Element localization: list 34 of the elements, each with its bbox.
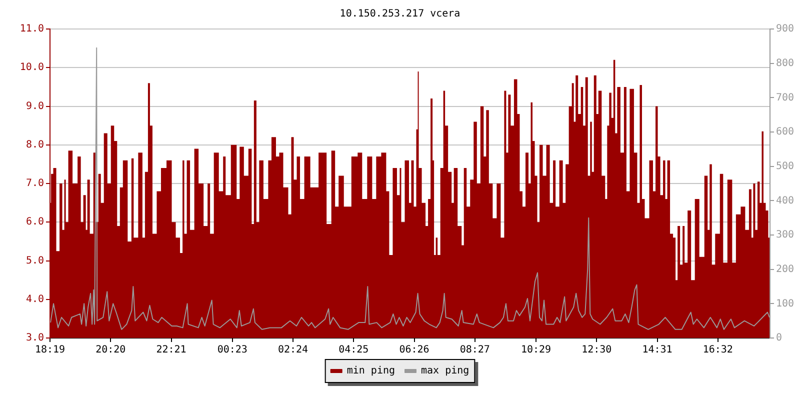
x-tick-label: 12:30 — [582, 344, 612, 356]
y-tick-label: 8.0 — [26, 139, 44, 150]
x-tick-label: 18:19 — [34, 344, 66, 356]
y2-tick-label: 600 — [776, 126, 794, 138]
chart-title: 10.150.253.217 vcera — [340, 8, 460, 20]
y-tick-label: 9.0 — [26, 100, 44, 112]
y-tick-label: 7.0 — [26, 178, 44, 190]
y2-tick-label: 800 — [776, 58, 794, 69]
y2-tick-label: 900 — [776, 24, 794, 35]
legend-label: min ping — [346, 366, 396, 377]
y2-tick-label: 100 — [776, 298, 794, 310]
legend-label: max ping — [421, 366, 470, 377]
y-tick-label: 6.0 — [26, 216, 44, 228]
y2-tick-label: 700 — [776, 92, 794, 104]
x-tick-label: 16:32 — [702, 344, 733, 356]
x-tick-label: 10:29 — [520, 344, 552, 356]
y2-tick-label: 400 — [776, 195, 794, 206]
y2-tick-label: 200 — [776, 264, 794, 275]
x-tick-label: 20:20 — [96, 344, 126, 356]
y-tick-label: 5.0 — [26, 255, 44, 266]
y-tick-label: 11.0 — [20, 24, 44, 35]
y-tick-label: 4.0 — [26, 294, 44, 305]
y-tick-label: 10.0 — [20, 62, 44, 74]
y2-tick-label: 300 — [776, 230, 794, 241]
y-tick-label: 3.0 — [26, 332, 44, 344]
x-tick-label: 08:27 — [460, 344, 490, 356]
x-tick-label: 04:25 — [338, 344, 369, 356]
x-tick-label: 00:23 — [217, 344, 248, 356]
x-tick-label: 22:21 — [156, 344, 186, 356]
x-tick-label: 02:24 — [278, 344, 308, 356]
x-tick-label: 06:26 — [399, 344, 430, 356]
x-tick-label: 14:31 — [642, 344, 672, 356]
y2-tick-label: 500 — [776, 160, 794, 172]
y2-tick-label: 0 — [776, 332, 782, 344]
